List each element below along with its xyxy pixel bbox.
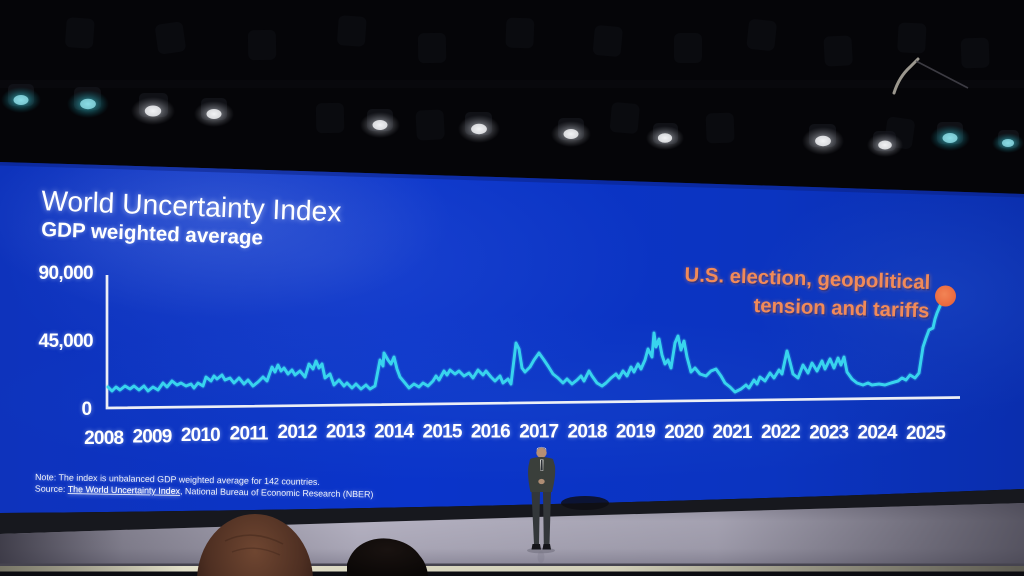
- svg-text:90,000: 90,000: [38, 263, 93, 284]
- svg-text:2011: 2011: [230, 424, 269, 445]
- svg-text:2021: 2021: [713, 422, 753, 443]
- svg-text:2023: 2023: [809, 422, 848, 443]
- svg-text:2024: 2024: [858, 423, 898, 444]
- svg-text:2019: 2019: [616, 422, 655, 443]
- svg-text:2022: 2022: [761, 422, 800, 443]
- svg-text:2017: 2017: [519, 422, 558, 443]
- svg-text:2014: 2014: [374, 422, 414, 443]
- svg-text:2016: 2016: [471, 422, 510, 443]
- svg-text:2012: 2012: [278, 422, 317, 443]
- svg-text:2025: 2025: [906, 423, 946, 444]
- svg-text:Note: The index is unbalanced: Note: The index is unbalanced GDP weight…: [35, 472, 320, 487]
- svg-text:2018: 2018: [568, 422, 607, 443]
- svg-text:2010: 2010: [181, 425, 220, 446]
- svg-text:0: 0: [82, 399, 92, 420]
- svg-text:2008: 2008: [84, 428, 123, 449]
- svg-text:2013: 2013: [326, 422, 365, 443]
- svg-text:2009: 2009: [132, 427, 171, 448]
- svg-text:45,000: 45,000: [38, 331, 93, 352]
- svg-text:2020: 2020: [664, 422, 703, 443]
- svg-text:2015: 2015: [423, 422, 463, 443]
